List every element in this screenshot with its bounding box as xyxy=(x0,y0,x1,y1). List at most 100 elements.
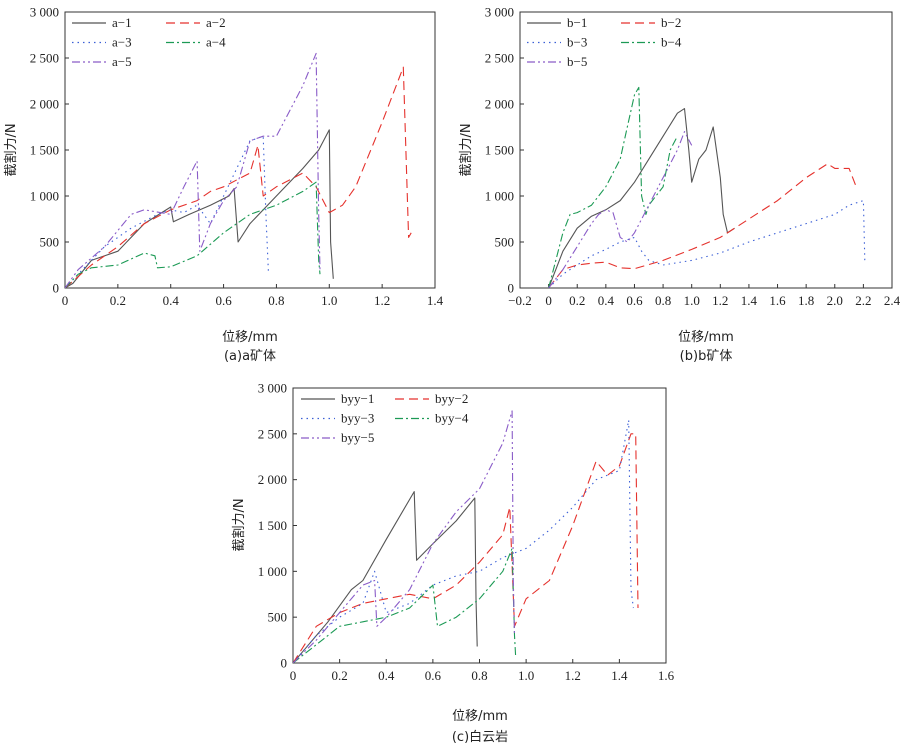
chart-c-series-3-line xyxy=(293,419,634,663)
chart-c-legend-label-3: byy−3 xyxy=(341,411,374,426)
chart-a-ytick-label: 1 000 xyxy=(30,189,59,204)
chart-a-xlabel: 位移/mm xyxy=(222,330,278,345)
chart-a-xtick-label: 0.4 xyxy=(163,293,180,308)
chart-a-xtick-label: 0 xyxy=(62,293,69,308)
chart-a: 0 0.2 0.4 0.6 0.8 1.0 1.2 1.4 0 500 1 000 1 500 2 0… xyxy=(3,5,444,365)
chart-a-legend-label-2: a−2 xyxy=(206,15,226,30)
chart-b-yticks: 0 500 1 000 1 500 2 000 2 500 3 000 xyxy=(485,5,524,296)
chart-b-xtick-label: 1.8 xyxy=(798,293,814,308)
chart-a-ytick-label: 3 000 xyxy=(30,5,59,20)
chart-b-xtick-label: 0.6 xyxy=(626,293,643,308)
chart-c-xtick-label: 1.4 xyxy=(611,668,628,683)
chart-c-xtick-label: 0.4 xyxy=(378,668,395,683)
chart-a-caption: (a)a矿体 xyxy=(224,349,276,364)
chart-a-xtick-label: 0.6 xyxy=(215,293,232,308)
chart-b-ytick-label: 3 000 xyxy=(485,5,514,20)
chart-b-xtick-label: 0.2 xyxy=(569,293,585,308)
chart-c-series-5-line xyxy=(293,410,516,663)
chart-a-yticks: 0 500 1 000 1 500 2 000 2 500 3 000 xyxy=(30,5,69,296)
chart-b-xtick-label: 1.0 xyxy=(684,293,700,308)
chart-b-ytick-label: 1 000 xyxy=(485,189,514,204)
chart-c-series-1-line xyxy=(293,491,478,663)
chart-c-ytick-label: 1 500 xyxy=(258,518,287,533)
chart-c-ylabel: 截割力/N xyxy=(231,498,247,551)
chart-b-series xyxy=(548,86,866,288)
chart-c-ytick-label: 1 000 xyxy=(258,564,287,579)
chart-b-xtick-label: 0.4 xyxy=(598,293,615,308)
chart-b-series-1-line xyxy=(548,108,735,288)
chart-c-ytick-label: 0 xyxy=(281,656,288,671)
chart-b-xtick-label: 1.2 xyxy=(712,293,728,308)
chart-a-legend-label-1: a−1 xyxy=(112,15,132,30)
chart-c-ytick-label: 3 000 xyxy=(258,381,287,396)
chart-a-series-5-line xyxy=(65,52,321,288)
chart-c-legend-label-4: byy−4 xyxy=(435,411,469,426)
chart-b-series-2-line xyxy=(548,163,857,288)
chart-c-xtick-label: 1.6 xyxy=(658,668,675,683)
chart-c-xticks: 0 0.2 0.4 0.6 0.8 1.0 1.2 1.4 1.6 xyxy=(290,659,675,683)
chart-c-legend: byy−1 byy−2 byy−3 byy−4 byy−5 xyxy=(301,391,469,445)
chart-b-legend-label-2: b−2 xyxy=(661,15,681,30)
chart-b-legend: b−1 b−2 b−3 b−4 b−5 xyxy=(527,15,682,69)
chart-b-xtick-label: 1.4 xyxy=(741,293,758,308)
chart-a-xtick-label: 0.8 xyxy=(268,293,284,308)
chart-b-xtick-label: 0.8 xyxy=(655,293,671,308)
chart-c-legend-label-5: byy−5 xyxy=(341,430,374,445)
chart-c-xtick-label: 0.2 xyxy=(332,668,348,683)
chart-b-xtick-label: −0.2 xyxy=(508,293,532,308)
chart-a-ytick-label: 2 500 xyxy=(30,51,59,66)
chart-b-ytick-label: 1 500 xyxy=(485,143,514,158)
chart-a-series-3-line xyxy=(65,135,270,288)
chart-c-legend-label-2: byy−2 xyxy=(435,391,468,406)
chart-a-series-4-line xyxy=(65,181,321,288)
chart-b-legend-label-4: b−4 xyxy=(661,35,682,50)
chart-c-yticks: 0 500 1 000 1 500 2 000 2 500 3 000 xyxy=(258,381,297,671)
chart-b: −0.2 0 0.2 0.4 0.6 0.8 1.0 1.2 1.4 1.6 1.8 2.0 2.2 2.… xyxy=(458,5,901,365)
chart-b-xtick-label: 2.2 xyxy=(855,293,871,308)
chart-c-xlabel: 位移/mm xyxy=(452,709,508,724)
chart-c-ytick-label: 500 xyxy=(268,610,288,625)
chart-b-ytick-label: 0 xyxy=(508,281,515,296)
chart-c-xtick-label: 1.0 xyxy=(518,668,534,683)
chart-a-ytick-label: 500 xyxy=(40,235,60,250)
chart-c-ytick-label: 2 000 xyxy=(258,472,287,487)
chart-a-series-1-line xyxy=(65,129,334,288)
chart-a-ytick-label: 1 500 xyxy=(30,143,59,158)
chart-b-ytick-label: 500 xyxy=(495,235,515,250)
chart-b-series-5-line xyxy=(548,131,693,288)
chart-b-xtick-label: 1.6 xyxy=(769,293,786,308)
chart-b-ytick-label: 2 500 xyxy=(485,51,514,66)
chart-b-xtick-label: 2.4 xyxy=(884,293,901,308)
chart-b-xtick-label: 2.0 xyxy=(827,293,843,308)
chart-a-ytick-label: 0 xyxy=(53,281,60,296)
chart-b-ylabel: 截割力/N xyxy=(458,123,474,176)
chart-c-series xyxy=(293,410,639,663)
chart-a-xtick-label: 1.4 xyxy=(427,293,444,308)
chart-a-ytick-label: 2 000 xyxy=(30,97,59,112)
chart-b-legend-label-3: b−3 xyxy=(567,35,587,50)
chart-a-legend-label-5: a−5 xyxy=(112,54,132,69)
chart-b-ytick-label: 2 000 xyxy=(485,97,514,112)
chart-b-caption: (b)b矿体 xyxy=(680,349,733,364)
chart-c-xtick-label: 1.2 xyxy=(565,668,581,683)
chart-b-series-4-line xyxy=(548,86,678,288)
chart-a-ylabel: 截割力/N xyxy=(3,123,19,176)
chart-a-legend-label-4: a−4 xyxy=(206,35,226,50)
chart-b-legend-label-1: b−1 xyxy=(567,15,587,30)
chart-c: 0 0.2 0.4 0.6 0.8 1.0 1.2 1.4 1.6 0 500 1 000 1 500… xyxy=(231,381,675,746)
chart-c-series-2-line xyxy=(293,433,639,663)
chart-a-series xyxy=(65,52,412,288)
chart-a-xtick-label: 0.2 xyxy=(110,293,126,308)
chart-b-xtick-label: 0 xyxy=(545,293,552,308)
chart-c-series-4-line xyxy=(293,547,517,663)
chart-c-ytick-label: 2 500 xyxy=(258,426,287,441)
chart-a-xtick-label: 1.2 xyxy=(374,293,390,308)
chart-a-series-2-line xyxy=(65,66,412,288)
chart-b-xticks: −0.2 0 0.2 0.4 0.6 0.8 1.0 1.2 1.4 1.6 1.8 2.0 2.2 2.… xyxy=(508,284,901,308)
chart-b-legend-label-5: b−5 xyxy=(567,54,587,69)
chart-a-xtick-label: 1.0 xyxy=(321,293,337,308)
chart-a-xticks: 0 0.2 0.4 0.6 0.8 1.0 1.2 1.4 xyxy=(62,284,444,308)
chart-c-caption: (c)白云岩 xyxy=(452,729,508,745)
chart-c-xtick-label: 0 xyxy=(290,668,297,683)
